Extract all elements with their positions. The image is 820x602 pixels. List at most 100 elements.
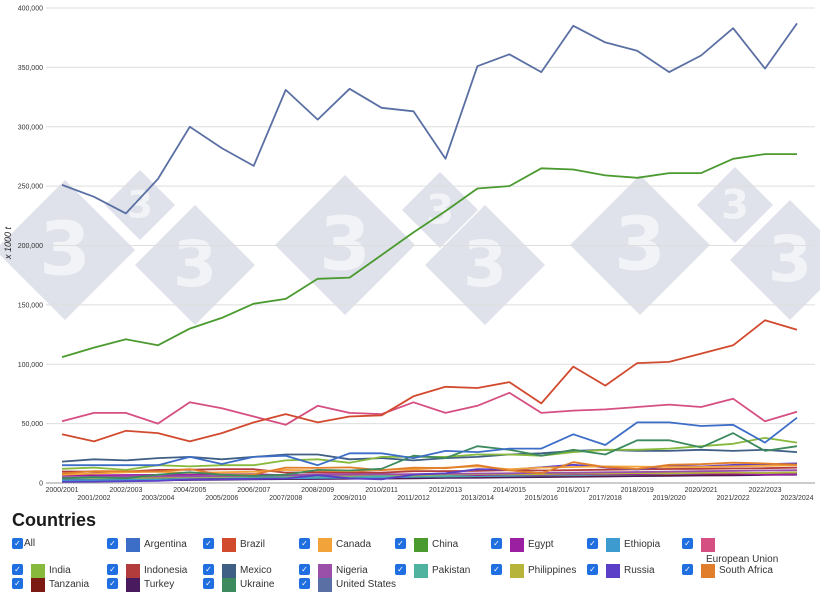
checkbox-checked-icon[interactable]: ✓: [12, 564, 23, 575]
legend-item[interactable]: ✓ Indonesia: [107, 564, 187, 578]
legend-item[interactable]: ✓ Argentina: [107, 538, 187, 552]
legend-item[interactable]: ✓ Ukraine: [203, 578, 274, 592]
x-tick-label: 2021/2022: [717, 495, 750, 502]
legend-label: Nigeria: [336, 565, 368, 576]
legend-swatch: [318, 538, 332, 552]
legend-item[interactable]: ✓ Tanzania: [12, 578, 89, 592]
legend-swatch: [222, 578, 236, 592]
legend-item[interactable]: ✓ Russia: [587, 564, 655, 578]
x-tick-label: 2017/2018: [589, 495, 622, 502]
legend-item[interactable]: ✓ Pakistan: [395, 564, 470, 578]
x-tick-label: 2003/2004: [141, 495, 174, 502]
x-tick-label: 2020/2021: [685, 487, 718, 494]
x-tick-label: 2009/2010: [333, 495, 366, 502]
y-axis-ticks: 0 50,000 100,000 150,000 200,000 250,000 300,0…: [18, 6, 43, 488]
legend-label: Brazil: [240, 539, 266, 550]
checkbox-checked-icon[interactable]: ✓: [491, 538, 502, 549]
series-line[interactable]: [61, 461, 798, 476]
legend-swatch: [126, 538, 140, 552]
legend-label: Turkey: [144, 579, 175, 590]
legend-item[interactable]: ✓ Canada: [299, 538, 371, 552]
svg-text:3: 3: [319, 202, 371, 288]
legend-swatch: [126, 578, 140, 592]
legend-label: Ukraine: [240, 579, 275, 590]
legend-item[interactable]: ✓ All: [12, 538, 35, 550]
legend: ✓ All ✓ Argentina ✓ Brazil ✓ Canada ✓ China ✓ Egypt…: [0, 536, 820, 602]
legend-label: All: [24, 538, 36, 549]
legend-swatch: [701, 538, 715, 552]
svg-text:3: 3: [768, 223, 812, 296]
checkbox-checked-icon[interactable]: ✓: [682, 564, 693, 575]
checkbox-checked-icon[interactable]: ✓: [587, 538, 598, 549]
legend-item[interactable]: ✓ Egypt: [491, 538, 554, 552]
series-line[interactable]: [61, 432, 798, 480]
y-tick-label: 200,000: [18, 243, 43, 250]
legend-item[interactable]: ✓ China: [395, 538, 458, 552]
svg-text:3: 3: [127, 183, 153, 226]
checkbox-checked-icon[interactable]: ✓: [107, 578, 118, 589]
x-tick-label: 2000/2001: [45, 487, 78, 494]
legend-label: Ethiopia: [624, 539, 661, 550]
legend-label: European Union: [706, 554, 779, 565]
series-line[interactable]: [61, 22, 798, 215]
legend-item[interactable]: ✓ Ethiopia: [587, 538, 660, 552]
legend-label: South Africa: [719, 565, 773, 576]
line-chart: 333 3 33 3 33 050,000100,000150,000200,00025…: [0, 6, 820, 502]
legend-label: United States: [336, 579, 397, 590]
series-line[interactable]: [61, 462, 798, 483]
checkbox-checked-icon[interactable]: ✓: [299, 538, 310, 549]
x-tick-label: 2012/2013: [429, 487, 462, 494]
legend-swatch: [414, 564, 428, 578]
x-tick-label: 2015/2016: [525, 495, 558, 502]
checkbox-checked-icon[interactable]: ✓: [682, 538, 693, 549]
watermark-logo: 3: [402, 172, 478, 248]
x-tick-label: 2004/2005: [173, 487, 206, 494]
checkbox-checked-icon[interactable]: ✓: [395, 538, 406, 549]
legend-label: Egypt: [528, 539, 554, 550]
x-tick-label: 2010/2011: [365, 487, 398, 494]
legend-item[interactable]: ✓ United States: [299, 578, 396, 592]
legend-swatch: [31, 578, 45, 592]
x-tick-label: 2019/2020: [653, 495, 686, 502]
series-line[interactable]: [61, 448, 798, 463]
legend-item[interactable]: ✓ Philippines: [491, 564, 576, 578]
series-line[interactable]: [62, 416, 798, 467]
series-line[interactable]: [61, 153, 797, 358]
series-line[interactable]: [61, 391, 798, 426]
y-tick-label: 100,000: [18, 362, 43, 369]
legend-swatch: [31, 564, 45, 578]
checkbox-checked-icon[interactable]: ✓: [491, 564, 502, 575]
legend-item[interactable]: ✓ European Union: [682, 538, 778, 565]
legend-item[interactable]: ✓ South Africa: [682, 564, 773, 578]
series-line[interactable]: [61, 319, 798, 443]
checkbox-checked-icon[interactable]: ✓: [395, 564, 406, 575]
checkbox-checked-icon[interactable]: ✓: [107, 538, 118, 549]
checkbox-checked-icon[interactable]: ✓: [203, 578, 214, 589]
checkbox-checked-icon[interactable]: ✓: [299, 578, 310, 589]
x-axis-ticks: 2000/20012001/20022002/20032003/20042004…: [45, 487, 813, 502]
legend-label: Canada: [336, 539, 372, 550]
legend-item[interactable]: ✓ Nigeria: [299, 564, 368, 578]
x-tick-label: 2008/2009: [301, 487, 334, 494]
checkbox-checked-icon[interactable]: ✓: [107, 564, 118, 575]
checkbox-checked-icon[interactable]: ✓: [299, 564, 310, 575]
legend-swatch: [606, 564, 620, 578]
watermark-logo: 3: [0, 180, 135, 320]
legend-item[interactable]: ✓ India: [12, 564, 71, 578]
legend-item[interactable]: ✓ Mexico: [203, 564, 272, 578]
legend-swatch: [222, 538, 236, 552]
svg-text:3: 3: [463, 228, 507, 301]
checkbox-checked-icon[interactable]: ✓: [203, 564, 214, 575]
legend-item[interactable]: ✓ Brazil: [203, 538, 265, 552]
x-tick-label: 2023/2024: [780, 495, 813, 502]
x-tick-label: 2016/2017: [557, 487, 590, 494]
x-tick-label: 2007/2008: [269, 495, 302, 502]
x-tick-label: 2006/2007: [237, 487, 270, 494]
checkbox-checked-icon[interactable]: ✓: [203, 538, 214, 549]
legend-item[interactable]: ✓ Turkey: [107, 578, 174, 592]
checkbox-checked-icon[interactable]: ✓: [12, 538, 23, 549]
legend-label: Pakistan: [432, 565, 471, 576]
legend-label: Indonesia: [144, 565, 188, 576]
checkbox-checked-icon[interactable]: ✓: [12, 578, 23, 589]
checkbox-checked-icon[interactable]: ✓: [587, 564, 598, 575]
